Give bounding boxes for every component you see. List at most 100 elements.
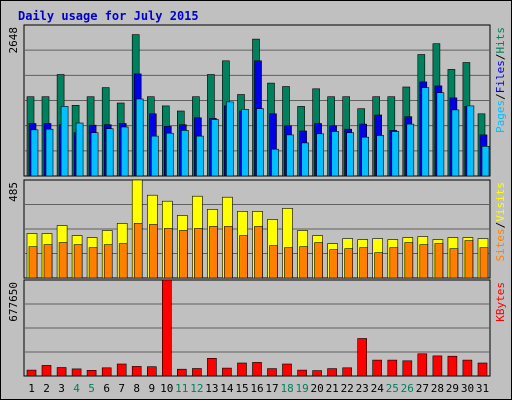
bar-pages-day-12 xyxy=(196,135,204,177)
bar-pages-day-10 xyxy=(166,132,174,177)
bar-sites-day-14 xyxy=(224,226,233,279)
day-label-30: 30 xyxy=(461,382,474,395)
series-label-separator: / xyxy=(494,93,507,100)
bar-pages-day-24 xyxy=(376,135,385,177)
bar-pages-day-21 xyxy=(331,131,339,177)
bar-sites-day-22 xyxy=(344,248,354,279)
day-label-1: 1 xyxy=(28,382,35,395)
x-axis-day-labels: 1 2 3 4 5 6 7 8 9 10 11 12 13 14 15 16 17 18 19 20 21 22 23 24 2… xyxy=(28,382,489,395)
bar-pages-day-22 xyxy=(346,132,355,177)
day-label-3: 3 xyxy=(58,382,65,395)
series-label-hits: Hits xyxy=(494,27,507,54)
day-label-5: 5 xyxy=(88,382,95,395)
day-label-24: 24 xyxy=(371,382,385,395)
bar-sites-day-2 xyxy=(43,244,53,279)
bar-sites-day-16 xyxy=(254,226,263,279)
bar-kbytes-day-17 xyxy=(267,368,277,377)
day-label-16: 16 xyxy=(250,382,263,395)
bar-pages-day-13 xyxy=(211,119,219,177)
series-label-separator: / xyxy=(494,54,507,61)
bar-pages-day-23 xyxy=(361,136,370,177)
panel-visits-series-labels: Sites/Visits xyxy=(494,182,507,262)
bar-kbytes-day-1 xyxy=(26,369,37,377)
bar-kbytes-day-29 xyxy=(447,355,458,377)
bar-sites-day-27 xyxy=(419,244,429,279)
day-label-17: 17 xyxy=(265,382,278,395)
day-label-31: 31 xyxy=(476,382,489,395)
panel-hits-scale-label: 2648 xyxy=(7,27,20,54)
panel-kbytes-scale-label: 677650 xyxy=(7,282,20,322)
bar-kbytes-day-3 xyxy=(56,367,67,377)
day-label-21: 21 xyxy=(326,382,339,395)
bar-pages-day-8 xyxy=(135,98,144,177)
day-label-11: 11 xyxy=(175,382,188,395)
bar-kbytes-day-5 xyxy=(86,369,97,377)
day-label-14: 14 xyxy=(220,382,234,395)
bar-kbytes-day-10 xyxy=(162,279,172,377)
bar-kbytes-day-2 xyxy=(41,365,52,377)
bar-kbytes-day-20 xyxy=(312,370,322,377)
bar-pages-day-3 xyxy=(60,106,69,177)
bar-sites-day-18 xyxy=(284,247,293,279)
bar-sites-day-24 xyxy=(374,252,384,279)
bar-sites-day-4 xyxy=(73,244,83,279)
bar-pages-day-18 xyxy=(286,134,294,177)
bar-pages-day-19 xyxy=(301,142,309,177)
series-label-sites: Sites xyxy=(494,228,507,261)
bar-pages-day-2 xyxy=(45,128,54,177)
bar-pages-day-7 xyxy=(120,126,129,177)
bar-pages-day-6 xyxy=(105,128,114,177)
bar-kbytes-day-16 xyxy=(252,362,262,377)
day-label-7: 7 xyxy=(118,382,125,395)
bar-kbytes-day-4 xyxy=(71,368,82,377)
bar-pages-day-28 xyxy=(436,92,445,177)
bar-sites-day-30 xyxy=(464,240,474,279)
bar-pages-day-1 xyxy=(30,129,39,177)
panel-kbytes: 677650 KBytes xyxy=(7,279,507,377)
bar-sites-day-13 xyxy=(209,226,218,279)
day-label-25: 25 xyxy=(386,382,399,395)
bar-sites-day-1 xyxy=(28,246,38,279)
day-label-19: 19 xyxy=(295,382,308,395)
bar-kbytes-day-21 xyxy=(327,368,337,377)
day-label-13: 13 xyxy=(205,382,218,395)
day-label-29: 29 xyxy=(446,382,459,395)
bar-kbytes-day-14 xyxy=(222,367,232,377)
bar-sites-day-23 xyxy=(359,247,369,279)
bar-pages-day-31 xyxy=(481,146,490,177)
bar-kbytes-day-11 xyxy=(177,368,187,377)
day-label-22: 22 xyxy=(341,382,354,395)
day-label-26: 26 xyxy=(401,382,414,395)
bar-kbytes-day-31 xyxy=(477,362,488,377)
bar-pages-day-17 xyxy=(271,148,279,177)
bar-kbytes-day-13 xyxy=(207,357,217,377)
bar-pages-day-9 xyxy=(151,135,159,177)
day-label-2: 2 xyxy=(43,382,50,395)
panel-kbytes-series-labels: KBytes xyxy=(494,282,507,322)
chart-title: Daily usage for July 2015 xyxy=(18,9,199,23)
bar-pages-day-20 xyxy=(316,133,324,177)
bar-sites-day-19 xyxy=(299,246,308,279)
bar-sites-day-10 xyxy=(164,228,173,279)
bar-kbytes-day-6 xyxy=(101,367,112,377)
bar-sites-day-31 xyxy=(479,247,489,279)
bar-sites-day-29 xyxy=(449,248,459,279)
bar-pages-day-25 xyxy=(391,131,400,177)
bar-sites-day-28 xyxy=(434,243,444,279)
bar-kbytes-day-18 xyxy=(282,363,292,377)
bar-kbytes-day-19 xyxy=(297,369,307,377)
day-label-12: 12 xyxy=(190,382,203,395)
bar-pages-day-27 xyxy=(421,87,430,177)
day-label-28: 28 xyxy=(431,382,444,395)
day-label-10: 10 xyxy=(160,382,173,395)
panel-visits: 485 Sites/Visits xyxy=(7,179,507,279)
bar-kbytes-day-22 xyxy=(342,367,353,377)
bar-sites-day-12 xyxy=(194,228,203,279)
bar-sites-day-17 xyxy=(269,245,278,279)
bar-kbytes-day-27 xyxy=(417,353,428,377)
bar-pages-day-11 xyxy=(181,130,189,177)
series-label-files: Files xyxy=(494,60,507,93)
bar-sites-day-3 xyxy=(58,242,68,279)
